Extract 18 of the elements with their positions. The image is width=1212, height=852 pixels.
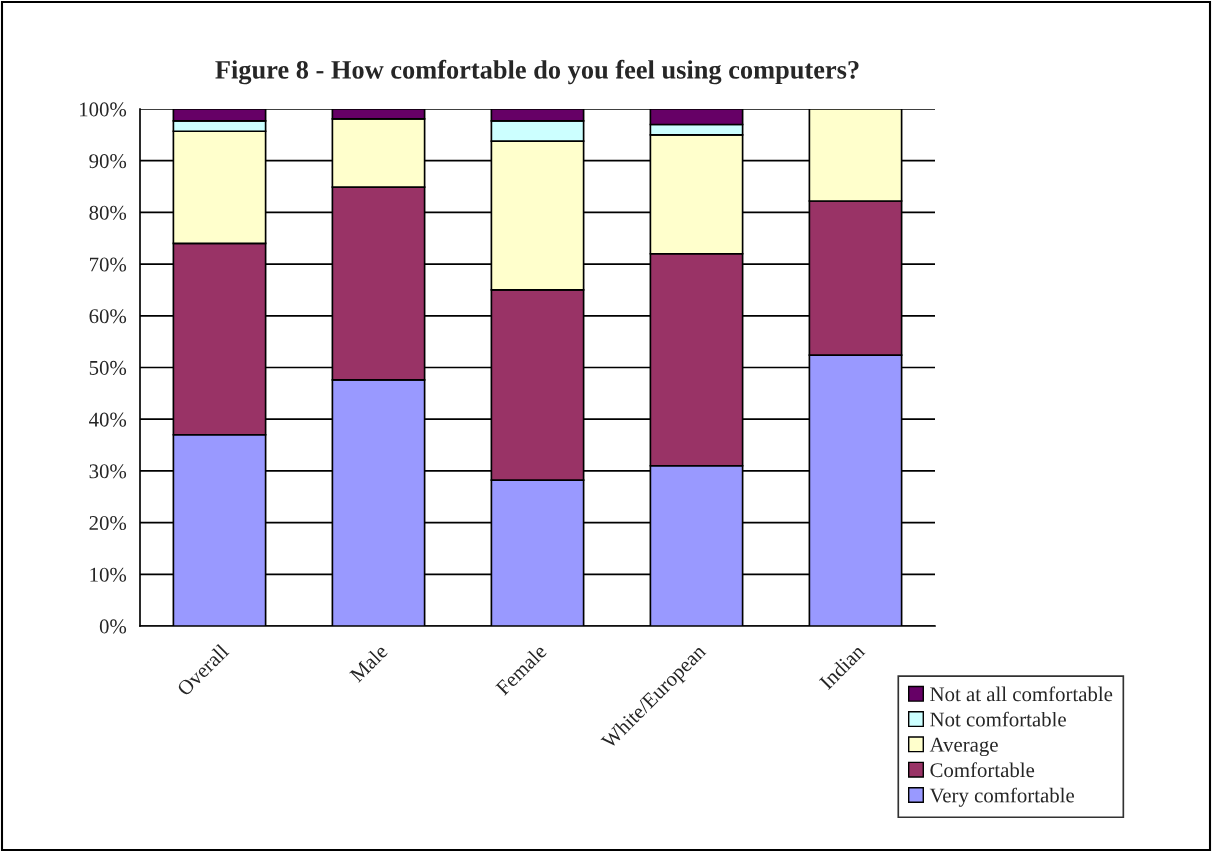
x-tick-label: Male xyxy=(348,643,389,683)
legend-label: Not at all comfortable xyxy=(930,686,1113,702)
legend-label: Comfortable xyxy=(930,762,1035,778)
y-tick-label: 60% xyxy=(89,309,127,324)
legend-label: Average xyxy=(929,737,998,757)
chart-title: Figure 8 - How comfortable do you feel using computers? xyxy=(215,59,859,85)
y-tick-label: 70% xyxy=(89,257,127,272)
y-tick-label: 80% xyxy=(89,205,127,220)
legend-label: Not comfortable xyxy=(930,711,1066,727)
y-tick-label: 30% xyxy=(89,464,127,479)
y-tick-label: 90% xyxy=(89,154,127,169)
legend-label: Very comfortable xyxy=(929,787,1074,807)
y-tick-label: 0% xyxy=(99,619,127,634)
y-tick-label: 10% xyxy=(90,567,127,582)
y-tick-label: 100% xyxy=(80,102,127,117)
y-tick-label: 20% xyxy=(89,515,127,531)
y-tick-label: 40% xyxy=(89,412,127,427)
y-tick-label: 50% xyxy=(89,360,127,375)
